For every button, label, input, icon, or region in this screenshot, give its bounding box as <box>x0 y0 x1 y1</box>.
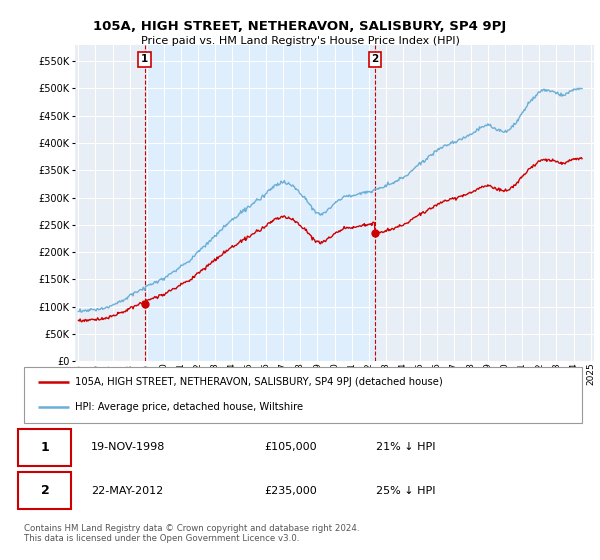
Text: 105A, HIGH STREET, NETHERAVON, SALISBURY, SP4 9PJ: 105A, HIGH STREET, NETHERAVON, SALISBURY… <box>94 20 506 32</box>
Text: 22-MAY-2012: 22-MAY-2012 <box>91 486 163 496</box>
Text: £105,000: £105,000 <box>264 442 317 452</box>
Text: 105A, HIGH STREET, NETHERAVON, SALISBURY, SP4 9PJ (detached house): 105A, HIGH STREET, NETHERAVON, SALISBURY… <box>76 377 443 388</box>
Text: 21% ↓ HPI: 21% ↓ HPI <box>376 442 435 452</box>
FancyBboxPatch shape <box>24 367 582 423</box>
Text: £235,000: £235,000 <box>264 486 317 496</box>
Text: 1: 1 <box>141 54 148 64</box>
Text: Contains HM Land Registry data © Crown copyright and database right 2024.
This d: Contains HM Land Registry data © Crown c… <box>24 524 359 543</box>
FancyBboxPatch shape <box>19 472 71 509</box>
Text: 2: 2 <box>41 484 50 497</box>
Text: 2: 2 <box>371 54 379 64</box>
Text: HPI: Average price, detached house, Wiltshire: HPI: Average price, detached house, Wilt… <box>76 402 304 412</box>
FancyBboxPatch shape <box>19 429 71 466</box>
Text: Price paid vs. HM Land Registry's House Price Index (HPI): Price paid vs. HM Land Registry's House … <box>140 36 460 46</box>
Bar <box>145 45 375 361</box>
Text: 1: 1 <box>41 441 50 454</box>
Text: 19-NOV-1998: 19-NOV-1998 <box>91 442 166 452</box>
Text: 25% ↓ HPI: 25% ↓ HPI <box>376 486 435 496</box>
